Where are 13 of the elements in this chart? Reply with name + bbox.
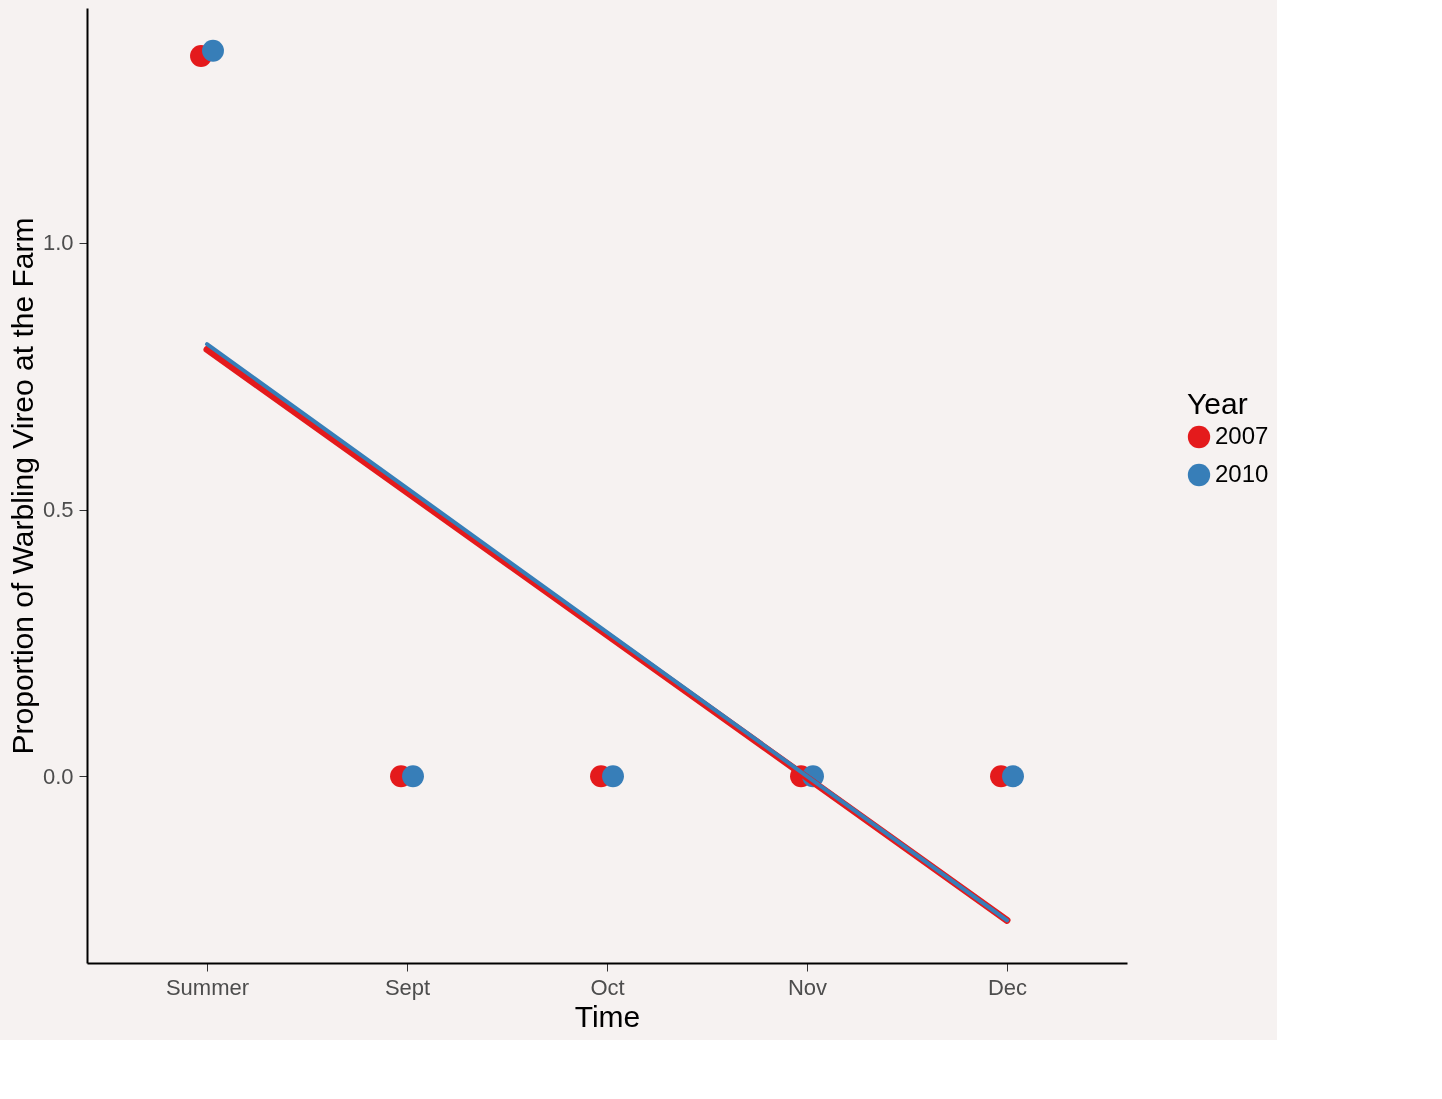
x-axis-title: Time xyxy=(574,999,641,1033)
y-axis-title: Proportion of Warbling Vireo at the Farm xyxy=(5,217,39,755)
y-tick-label: 0.5 xyxy=(42,497,74,523)
legend-label: 2007 xyxy=(1215,422,1269,449)
legend-label: 2010 xyxy=(1215,460,1269,487)
x-tick-label: Nov xyxy=(787,974,828,1000)
x-tick-label: Dec xyxy=(987,974,1028,1000)
y-tick-label: 1.0 xyxy=(42,230,74,256)
x-tick-label: Summer xyxy=(165,974,250,1000)
x-tick-label: Oct xyxy=(590,974,625,1000)
y-tick-label: 0.0 xyxy=(42,763,74,789)
x-tick-label: Sept xyxy=(384,974,431,1000)
legend-title: Year xyxy=(1187,387,1248,420)
